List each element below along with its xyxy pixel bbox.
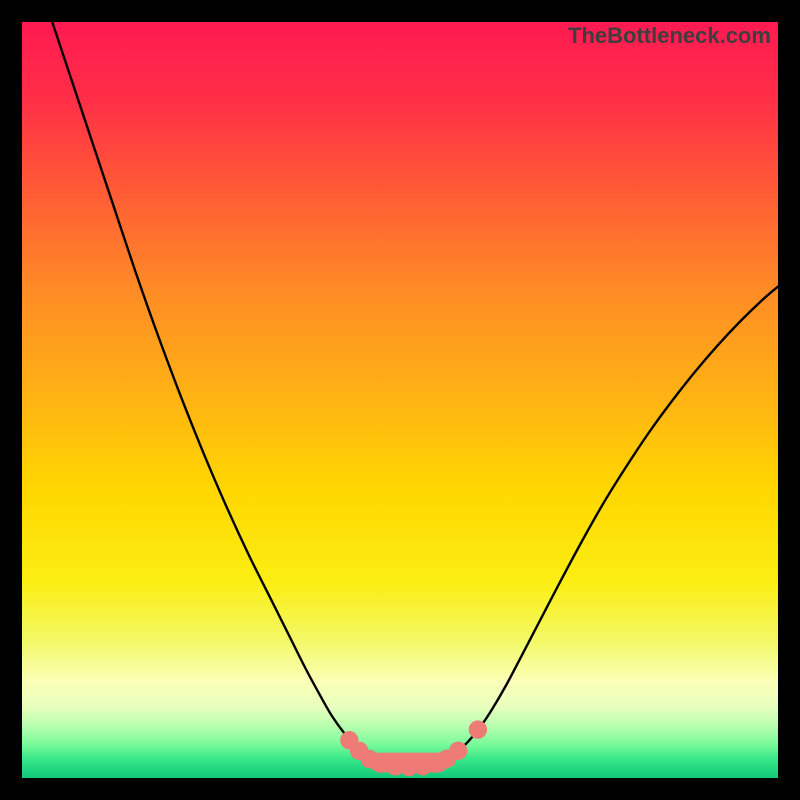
watermark-text: TheBottleneck.com	[568, 23, 771, 49]
chart-frame	[0, 0, 800, 800]
